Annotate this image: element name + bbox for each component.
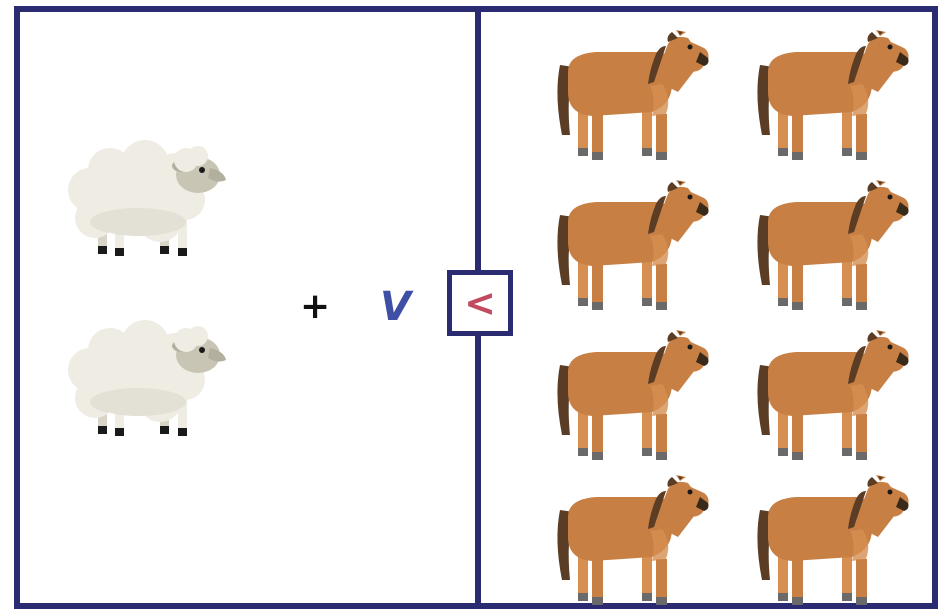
horse-icon [750,30,910,160]
horse-icon [550,475,710,605]
horse-icon [750,330,910,460]
horse-icon [550,30,710,160]
sheep-icon [60,300,230,440]
plus-sign: + [300,286,330,327]
horse-icon [750,475,910,605]
sheep-icon [60,120,230,260]
comparison-operator-box[interactable]: < [447,270,513,336]
horse-icon [550,180,710,310]
horse-icon [550,330,710,460]
variable-v: V [380,284,411,330]
less-than-icon: < [464,281,496,325]
horse-icon [750,180,910,310]
